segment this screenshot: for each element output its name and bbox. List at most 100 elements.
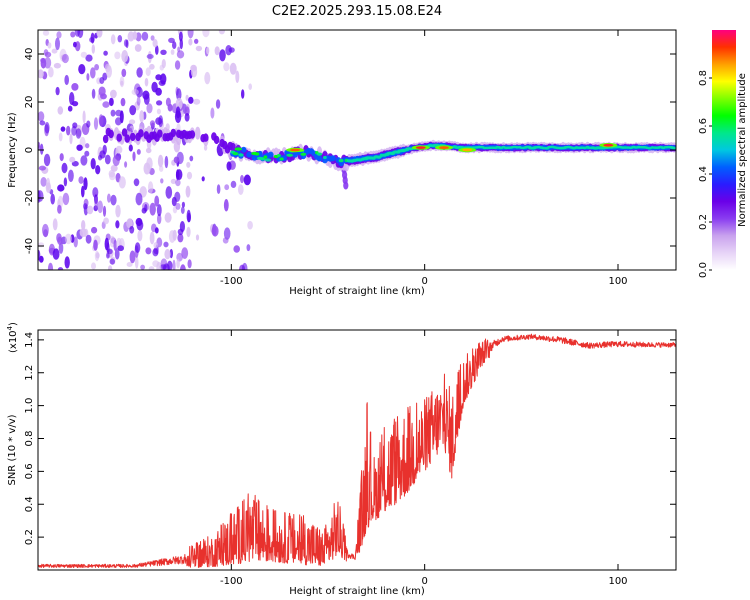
spectrogram-noise-blob [69,156,76,163]
spectrogram-noise-blob [177,233,184,243]
spectrogram-noise-blob [240,175,244,184]
spectrogram-ridge-cell [102,134,109,144]
spectrogram-ridge-cell [300,152,307,156]
spectrogram-noise-blob [167,103,173,112]
spectrogram-noise-blob [129,119,136,125]
spectrogram-noise-blob [189,155,194,162]
spectrogram-noise-blob [185,185,191,198]
spectrogram-ridge-cell [279,157,284,161]
spectrogram-noise-blob [57,267,64,270]
spectrogram-noise-blob [170,49,175,55]
spectrogram-noise-blob [149,231,155,245]
spectrogram-noise-blob [55,37,60,51]
spectrogram-noise-blob [226,161,232,171]
spectrogram-noise-blob [246,244,251,252]
spectrogram-noise-blob [38,249,41,261]
spectrogram-noise-blob [102,101,110,108]
spectrogram-noise-blob [127,31,135,42]
spectrogram-noise-blob [164,155,169,169]
spectrogram-noise-blob [38,69,44,79]
spectrogram-noise-blob [148,266,155,270]
spectrogram-noise-blob [86,120,91,128]
spectrogram-noise-blob [75,128,82,139]
spectrogram-ridge-cell [246,151,252,158]
snr-ytick-label: 0.8 [24,431,35,447]
spectrogram-noise-blob [176,88,182,101]
spectrogram-xtick-label: 0 [421,276,427,287]
spectrogram-noise-blob [150,35,155,41]
spectrogram-noise-blob [57,204,62,214]
spectrogram-noise-blob [80,51,88,58]
spectrogram-noise-blob [108,265,113,270]
spectrogram-noise-blob [154,227,159,234]
spectrogram-noise-blob [71,160,79,167]
spectrogram-noise-blob [57,106,64,115]
spectrogram-noise-blob [115,145,123,154]
snr-xtick-label: 100 [608,576,627,587]
spectrogram-noise-blob [80,155,88,166]
spectrogram-noise-blob [91,262,96,270]
spectrogram-noise-blob [181,201,185,208]
spectrogram-noise-blob [126,262,133,267]
spectrogram-noise-blob [114,248,120,260]
snr-ytick-label: 1.0 [24,398,35,414]
spectrogram-noise-blob [104,154,111,165]
spectrogram-noise-blob [219,49,226,62]
spectrogram-noise-blob [177,46,181,53]
spectrogram-ridge-cell [257,150,263,157]
spectrogram-axes: -100 0 100 -40 -20 0 20 40 [24,30,676,287]
spectrogram-noise-blob [52,248,60,260]
spectrogram-noise-blob [132,151,136,162]
spectrogram-noise-blob [215,99,221,109]
snr-ytick-label: 0.6 [24,463,35,479]
spectrogram-noise-blob [158,115,164,128]
spectrogram-hotspot [462,148,473,152]
spectrogram-noise-blob [211,225,219,237]
spectrogram-noise-blob [184,113,190,122]
spectrogram-noise-blob [114,51,121,60]
spectrogram-ridge-cell [157,129,163,138]
spectrogram-ridge-cell [323,155,327,160]
spectrogram-noise-blob [66,125,71,136]
spectrogram-xlabel: Height of straight line (km) [289,286,425,297]
spectrogram-ridge-cell [286,153,294,157]
spectrogram-ridge-cell [213,135,220,145]
spectrogram-noise-blob [230,180,237,188]
spectrogram-noise-blob [134,44,142,52]
spectrogram-noise-blob [56,233,62,243]
spectrogram-ridge-cell [338,159,344,163]
spectrogram-noise-blob [156,261,162,270]
spectrogram-noise-blob [39,120,46,126]
spectrogram-noise-blob [188,38,193,46]
spectrogram-ridge-cell [238,153,244,157]
spectrogram-noise-blob [107,248,113,255]
spectrogram-noise-blob [115,204,121,218]
spectrogram-ridge-cell [670,146,676,150]
spectrogram-noise-blob [108,169,116,178]
spectrogram-noise-blob [129,105,137,116]
spectrogram-noise-blob [44,122,50,134]
spectrogram-noise-blob [129,250,136,264]
spectrogram-noise-blob [58,242,64,254]
spectrogram-noise-blob [146,103,153,114]
spectrogram-noise-blob [204,71,211,85]
spectrogram-noise-blob [155,45,159,55]
spectrogram-noise-blob [57,184,65,192]
spectrogram-noise-blob [233,245,240,253]
spectrogram-noise-blob [58,132,63,142]
spectrogram-noise-blob [50,193,55,205]
snr-scale-text: (x104) [6,322,19,353]
spectrogram-noise-blob [148,181,154,194]
spectrogram-noise-blob [115,220,120,229]
spectrogram-ridge-cell [116,133,122,142]
spectrogram-noise-blob [91,88,96,99]
spectrogram-ridge-cell [234,147,242,151]
spectrogram-noise-blob [63,177,68,187]
spectrogram-noise-blob [188,96,194,104]
spectrogram-noise-blob [222,237,229,244]
spectrogram-noise-blob [85,234,92,244]
spectrogram-noise-blob [176,258,180,269]
spectrogram-hotspot [290,148,301,152]
spectrogram-noise-blob [69,133,73,145]
